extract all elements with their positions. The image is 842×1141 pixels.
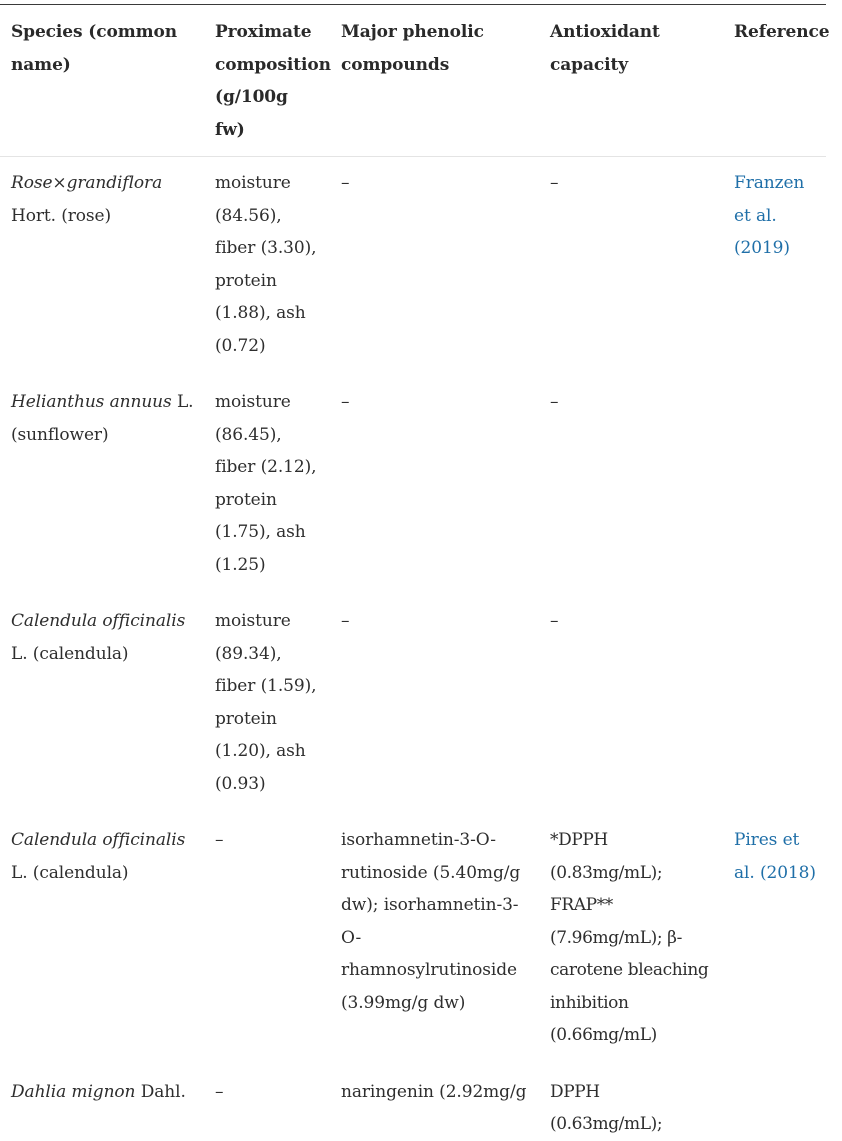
header-row: Species (common name) Proximate composit… bbox=[0, 5, 830, 157]
cell-reference bbox=[723, 376, 826, 595]
header-phenolic: Major phenolic compounds bbox=[330, 5, 539, 157]
cell-antioxidant: – bbox=[550, 611, 559, 631]
species-scientific-name: Calendula officinalis bbox=[11, 611, 186, 631]
table-row: Rose×grandiflora Hort. (rose) moisture (… bbox=[0, 157, 826, 377]
species-common-name: L. (calendula) bbox=[11, 862, 129, 883]
table-row: Dahlia mignon Dahl. – naringenin (2.92mg… bbox=[0, 1066, 826, 1141]
header-antioxidant: Antioxidant capacity bbox=[539, 5, 723, 157]
table-top-rule bbox=[0, 4, 826, 5]
table-row: Calendula officinalis L. (calendula) moi… bbox=[0, 595, 826, 814]
cell-species: Calendula officinalis L. (calendula) bbox=[0, 595, 204, 814]
table-container: Species (common name) Proximate composit… bbox=[0, 5, 830, 1141]
species-scientific-name: Calendula officinalis bbox=[11, 830, 186, 850]
header-reference: Reference bbox=[723, 5, 830, 157]
cell-species: Dahlia mignon Dahl. bbox=[0, 1066, 204, 1141]
cell-species: Helianthus annuus L. (sunflower) bbox=[0, 376, 204, 595]
header-proximate: Proximate composition (g/100g fw) bbox=[204, 5, 331, 157]
cell-proximate: – bbox=[215, 1081, 224, 1102]
species-scientific-name: Helianthus annuus bbox=[11, 392, 172, 412]
cell-proximate: moisture (84.56), fiber (3.30), protein … bbox=[215, 173, 317, 356]
cell-phenolic: – bbox=[341, 173, 350, 193]
cell-species: Rose×grandiflora Hort. (rose) bbox=[0, 157, 204, 377]
cell-reference: Franzen et al. (2019) bbox=[723, 157, 826, 377]
table-header: Species (common name) Proximate composit… bbox=[0, 5, 830, 157]
species-scientific-name: Dahlia mignon bbox=[11, 1081, 136, 1102]
cell-phenolic: – bbox=[341, 392, 350, 412]
species-common-name: L. (calendula) bbox=[11, 643, 129, 664]
cell-proximate: moisture (86.45), fiber (2.12), protein … bbox=[215, 392, 317, 575]
cell-antioxidant: DPPH (0.63mg/mL); bbox=[550, 1081, 663, 1135]
cell-reference bbox=[723, 595, 826, 814]
cell-reference bbox=[723, 1066, 826, 1141]
cell-proximate: – bbox=[215, 830, 224, 850]
table-body: Rose×grandiflora Hort. (rose) moisture (… bbox=[0, 157, 826, 1141]
reference-link[interactable]: Franzen et al. (2019) bbox=[734, 173, 805, 258]
cell-antioxidant: – bbox=[550, 392, 559, 412]
species-common-name: Hort. (rose) bbox=[11, 205, 112, 226]
reference-link[interactable]: Pires et al. (2018) bbox=[734, 830, 816, 883]
cell-proximate: moisture (89.34), fiber (1.59), protein … bbox=[215, 611, 317, 794]
species-scientific-name: Rose×grandiflora bbox=[11, 173, 163, 193]
flower-composition-table: Species (common name) Proximate composit… bbox=[0, 5, 830, 1141]
cell-antioxidant: – bbox=[550, 173, 559, 193]
header-species: Species (common name) bbox=[0, 5, 204, 157]
table-row: Helianthus annuus L. (sunflower) moistur… bbox=[0, 376, 826, 595]
species-common-name: L. (sunflower) bbox=[11, 392, 194, 445]
species-common-name: Dahl. bbox=[135, 1081, 186, 1102]
cell-phenolic: naringenin (2.92mg/g bbox=[341, 1081, 527, 1102]
cell-phenolic: – bbox=[341, 611, 350, 631]
